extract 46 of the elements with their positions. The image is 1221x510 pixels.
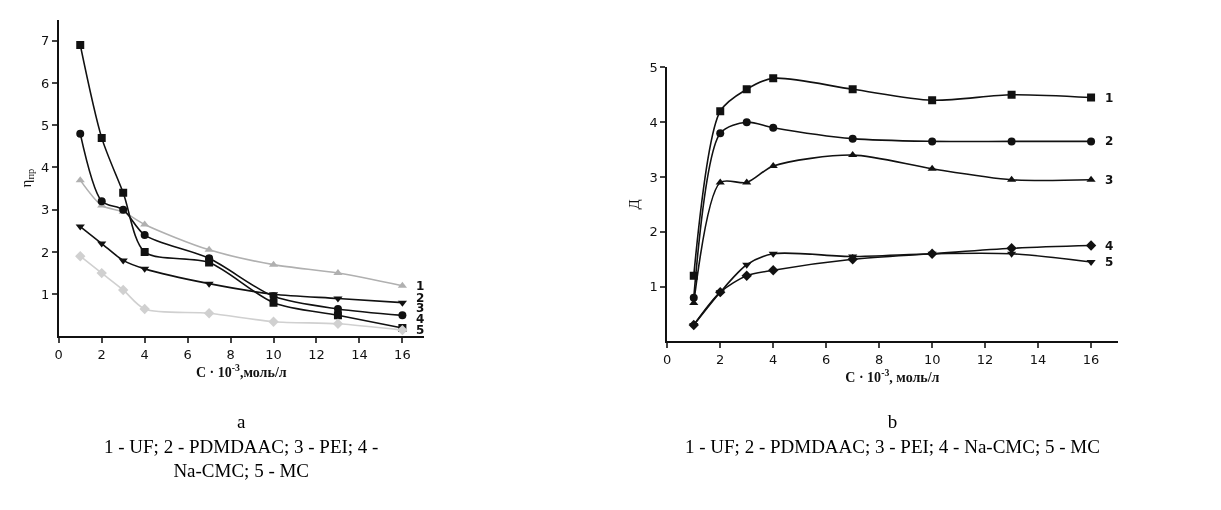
y-tick-label: 1	[649, 279, 658, 295]
x-tick-label: 8	[226, 347, 235, 363]
series-label: 3	[416, 301, 425, 315]
series-label: 4	[1105, 239, 1114, 253]
x-tick-label: 2	[97, 347, 106, 363]
x-tick-label: 12	[976, 352, 994, 368]
x-tick-label: 6	[183, 347, 192, 363]
x-tick-label: 4	[769, 352, 778, 368]
series-label: 1	[1105, 91, 1114, 105]
series-label: 5	[1105, 255, 1114, 269]
series-label: 3	[1105, 173, 1114, 187]
y-tick-label: 2	[649, 224, 658, 240]
series-label: 5	[416, 323, 425, 337]
y-tick-label: 4	[649, 114, 658, 130]
text: b	[887, 411, 898, 432]
y-tick-label: 3	[649, 169, 658, 185]
x-tick-label: 14	[351, 347, 368, 363]
y-tick-label: 3	[40, 202, 50, 218]
x-axis-title: C · 10$^{-3}$,моль/л	[196, 362, 287, 380]
x-tick-label: 8	[875, 352, 884, 368]
y-tick-label: 5	[40, 117, 50, 133]
x-tick-label: 0	[663, 352, 672, 368]
series-label: 2	[1105, 134, 1114, 148]
y-tick-label: 6	[40, 75, 50, 91]
x-tick-label: 2	[716, 352, 725, 368]
y-tick-label: 4	[40, 160, 50, 176]
text: a	[237, 411, 247, 432]
text: 1 - UF; 2 - PDMDAAC; 3 - PEI; 4 - Na-CMC; 5 - MC	[104, 435, 379, 482]
y-tick-label: 7	[40, 33, 50, 49]
y-tick-label: 1	[40, 286, 50, 302]
text: 1 - UF; 2 - PDMDAAC; 3 - PEI; 4 - Na-CMC; 5 - MC	[685, 435, 1100, 457]
x-tick-label: 16	[394, 347, 411, 363]
x-tick-label: 10	[923, 352, 941, 368]
series-label: 1	[416, 279, 425, 293]
x-tick-label: 0	[54, 347, 63, 363]
y-axis-title: Д	[626, 199, 643, 210]
x-tick-label: 12	[308, 347, 325, 363]
series-label: 4	[416, 312, 425, 326]
y-tick-label: 5	[649, 59, 658, 75]
y-tick-label: 2	[40, 244, 50, 260]
x-tick-label: 6	[822, 352, 831, 368]
x-tick-label: 14	[1029, 352, 1047, 368]
x-tick-label: 4	[140, 347, 149, 363]
x-tick-label: 10	[265, 347, 282, 363]
x-axis-title: C · 10$^{-3}$, моль/л	[845, 367, 940, 385]
x-tick-label: 16	[1082, 352, 1100, 368]
